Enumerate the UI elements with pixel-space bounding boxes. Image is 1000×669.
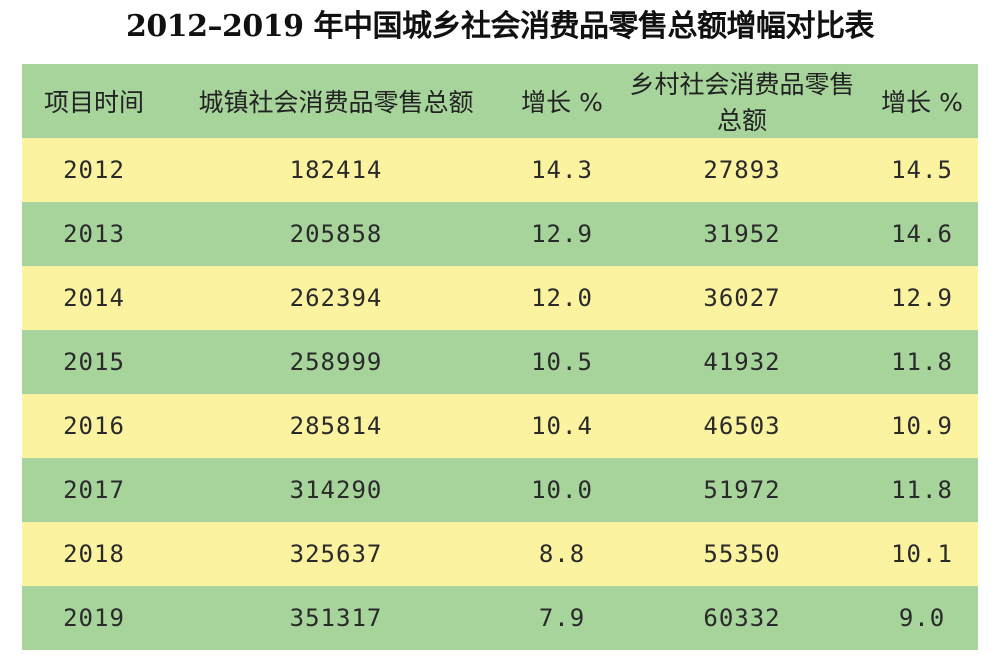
cell-year: 2016 [63, 412, 125, 440]
header-year: 项目时间 [43, 88, 144, 117]
table-row: 2013 205858 12.9 31952 14.6 [22, 202, 978, 266]
table-row: 2015 258999 10.5 41932 11.8 [22, 330, 978, 394]
header-rural-growth: 增长 % [881, 88, 963, 117]
data-table: 项目时间 城镇社会消费品零售总额 增长 % 乡村社会消费品零售总额 增长 % 2… [22, 64, 978, 650]
cell-rural-total: 27893 [703, 156, 781, 184]
cell-rural-growth: 10.1 [891, 540, 953, 568]
cell-urban-total: 205858 [289, 220, 383, 248]
cell-urban-growth: 10.5 [531, 348, 593, 376]
cell-urban-growth: 12.0 [531, 284, 593, 312]
cell-rural-growth: 10.9 [891, 412, 953, 440]
cell-rural-growth: 11.8 [891, 348, 953, 376]
header-urban-total: 城镇社会消费品零售总额 [198, 88, 474, 117]
table-row: 2012 182414 14.3 27893 14.5 [22, 138, 978, 202]
cell-urban-total: 285814 [289, 412, 383, 440]
cell-rural-growth: 9.0 [898, 604, 946, 632]
cell-year: 2013 [63, 220, 125, 248]
cell-rural-total: 31952 [703, 220, 781, 248]
cell-rural-total: 51972 [703, 476, 781, 504]
header-urban-growth: 增长 % [521, 88, 603, 117]
cell-year: 2019 [63, 604, 125, 632]
cell-urban-growth: 10.4 [531, 412, 593, 440]
cell-rural-growth: 14.6 [891, 220, 953, 248]
cell-urban-growth: 14.3 [531, 156, 593, 184]
cell-urban-total: 262394 [289, 284, 383, 312]
cell-urban-total: 314290 [289, 476, 383, 504]
table-row: 2018 325637 8.8 55350 10.1 [22, 522, 978, 586]
cell-rural-total: 60332 [703, 604, 781, 632]
cell-urban-total: 258999 [289, 348, 383, 376]
cell-rural-total: 46503 [703, 412, 781, 440]
cell-year: 2017 [63, 476, 125, 504]
table-row: 2016 285814 10.4 46503 10.9 [22, 394, 978, 458]
cell-urban-growth: 8.8 [538, 540, 586, 568]
cell-year: 2012 [63, 156, 125, 184]
cell-urban-growth: 12.9 [531, 220, 593, 248]
cell-rural-growth: 11.8 [891, 476, 953, 504]
cell-rural-total: 41932 [703, 348, 781, 376]
table-row: 2014 262394 12.0 36027 12.9 [22, 266, 978, 330]
cell-urban-total: 325637 [289, 540, 383, 568]
cell-year: 2018 [63, 540, 125, 568]
cell-rural-total: 36027 [703, 284, 781, 312]
cell-rural-growth: 12.9 [891, 284, 953, 312]
cell-urban-growth: 10.0 [531, 476, 593, 504]
cell-urban-total: 351317 [289, 604, 383, 632]
table-row: 2019 351317 7.9 60332 9.0 [22, 586, 978, 650]
cell-urban-growth: 7.9 [538, 604, 586, 632]
table-header-row: 项目时间 城镇社会消费品零售总额 增长 % 乡村社会消费品零售总额 增长 % [22, 64, 978, 138]
cell-urban-total: 182414 [289, 156, 383, 184]
cell-rural-total: 55350 [703, 540, 781, 568]
cell-year: 2015 [63, 348, 125, 376]
cell-rural-growth: 14.5 [891, 156, 953, 184]
page-title: 2012–2019 年中国城乡社会消费品零售总额增幅对比表 [126, 9, 874, 44]
header-rural-total: 乡村社会消费品零售总额 [629, 70, 855, 135]
cell-year: 2014 [63, 284, 125, 312]
table-row: 2017 314290 10.0 51972 11.8 [22, 458, 978, 522]
